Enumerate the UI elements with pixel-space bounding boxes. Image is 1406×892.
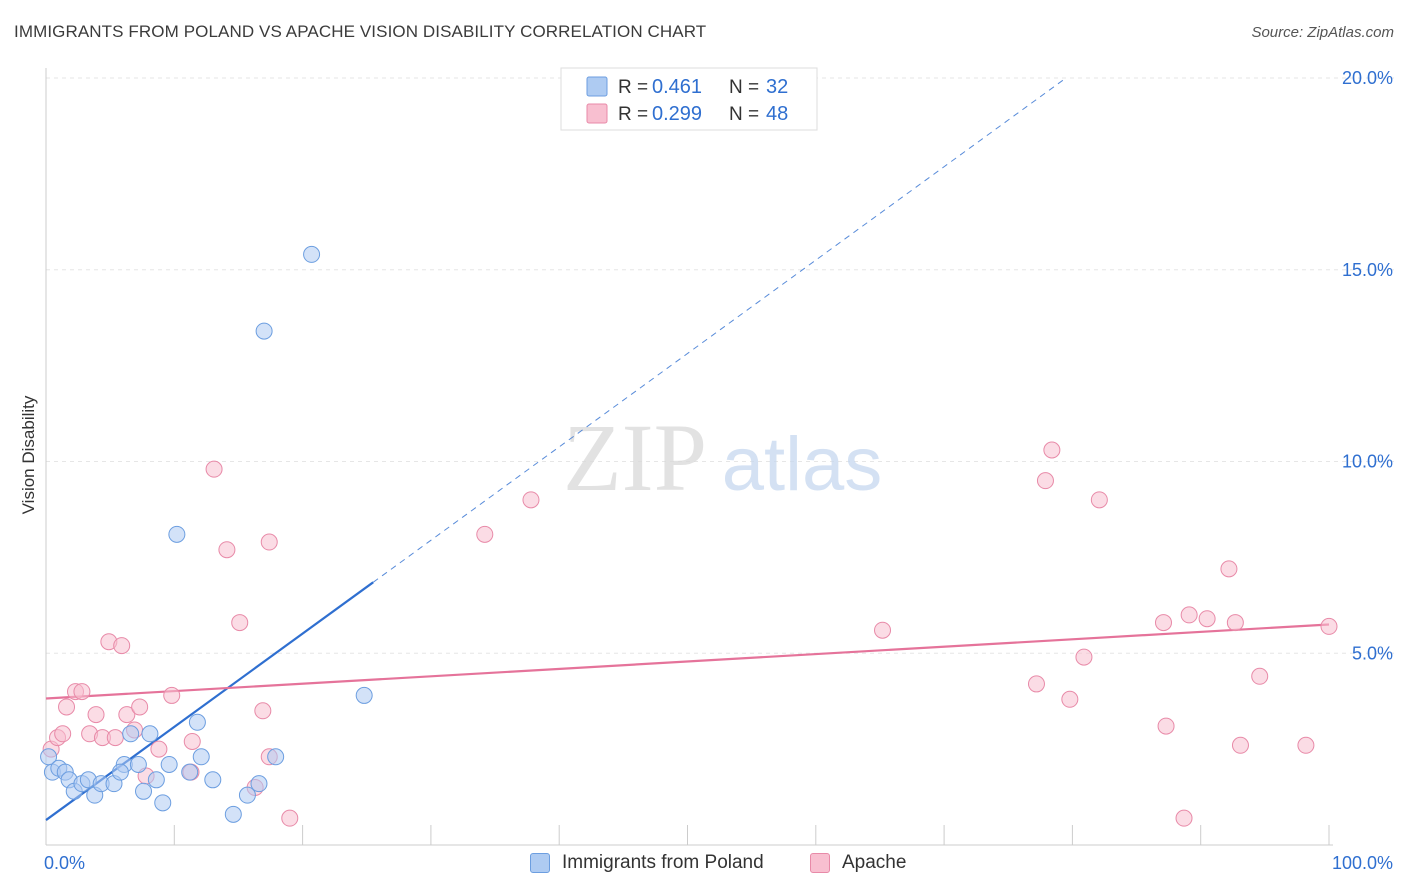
point-apache	[1157, 717, 1175, 735]
point-apache	[874, 621, 892, 639]
gridlines	[46, 77, 1396, 654]
point-apache	[1297, 736, 1315, 754]
point-poland	[238, 786, 256, 804]
chart-title: IMMIGRANTS FROM POLAND VS APACHE VISION …	[14, 22, 707, 41]
point-apache	[150, 740, 168, 758]
legend-top-r-value: 0.461	[652, 76, 702, 98]
point-poland	[129, 755, 147, 773]
point-poland	[255, 322, 273, 340]
y-tick-label: 20.0%	[1342, 68, 1393, 88]
point-poland	[168, 525, 186, 543]
legend-top-r-label: R =	[618, 77, 648, 98]
point-poland	[160, 755, 178, 773]
x-tick-label: 100.0%	[1332, 853, 1393, 873]
y-tick-label: 5.0%	[1352, 643, 1393, 663]
watermark: ZIP atlas	[563, 404, 882, 511]
legend-bottom: Immigrants from Poland Apache	[0, 852, 1406, 878]
point-apache	[1226, 614, 1244, 632]
legend-item-poland[interactable]: Immigrants from Poland	[530, 852, 764, 874]
y-tick-label: 10.0%	[1342, 452, 1393, 472]
legend-top-swatch-poland	[586, 76, 608, 97]
legend-item-apache[interactable]: Apache	[810, 852, 906, 874]
point-apache	[1220, 560, 1238, 578]
point-apache	[113, 637, 131, 655]
point-poland	[122, 725, 140, 743]
point-poland	[224, 805, 242, 823]
point-poland	[250, 775, 268, 793]
point-apache	[73, 683, 91, 701]
legend-top-n-label: N =	[729, 77, 759, 98]
trend-line-apache	[45, 623, 1330, 700]
point-apache	[476, 525, 494, 543]
point-apache	[522, 491, 540, 509]
legend-top-swatch-apache	[586, 103, 608, 124]
y-axis-label: Vision Disability	[19, 395, 38, 514]
legend-swatch-apache	[810, 853, 830, 873]
point-apache	[1043, 441, 1061, 459]
point-apache	[1027, 675, 1045, 693]
point-poland	[147, 771, 165, 789]
point-apache	[254, 702, 272, 720]
point-apache	[54, 725, 72, 743]
point-apache	[281, 809, 299, 827]
point-apache	[118, 706, 136, 724]
legend-top-n-label: N =	[729, 104, 759, 125]
point-apache	[131, 698, 149, 716]
point-apache	[1075, 648, 1093, 666]
point-apache	[58, 698, 76, 716]
y-tick-label: 15.0%	[1342, 260, 1393, 280]
point-apache	[1090, 491, 1108, 509]
point-apache	[87, 706, 105, 724]
point-poland	[355, 686, 373, 704]
x-tick-label: 0.0%	[44, 853, 85, 873]
point-apache	[1198, 610, 1216, 628]
point-apache	[218, 541, 236, 559]
tick-labels: 5.0% 10.0% 15.0% 20.0% 0.0% 100.0%	[44, 68, 1393, 873]
legend-swatch-poland	[530, 853, 550, 873]
point-apache	[1231, 736, 1249, 754]
point-apache	[231, 614, 249, 632]
source-credit: Source: ZipAtlas.com	[1251, 24, 1394, 41]
point-poland	[303, 245, 321, 263]
point-poland	[135, 782, 153, 800]
axes	[45, 68, 1333, 846]
legend-top-n-value: 32	[766, 76, 788, 98]
legend-label-apache: Apache	[842, 852, 907, 873]
point-apache	[1251, 667, 1269, 685]
legend-top-n-value: 48	[766, 103, 788, 125]
legend-top: R = 0.461 N = 32 R = 0.299 N = 48	[560, 67, 818, 131]
point-poland	[154, 794, 172, 812]
legend-top-r-value: 0.299	[652, 103, 702, 125]
legend-label-poland: Immigrants from Poland	[562, 852, 764, 873]
point-apache	[106, 729, 124, 747]
point-poland	[204, 771, 222, 789]
point-apache	[163, 686, 181, 704]
point-poland	[111, 763, 129, 781]
legend-top-r-label: R =	[618, 104, 648, 125]
data-points	[40, 245, 1338, 827]
point-apache	[1320, 617, 1338, 635]
watermark-atlas: atlas	[722, 422, 883, 507]
point-poland	[267, 748, 285, 766]
point-apache	[1036, 472, 1054, 490]
point-poland	[181, 763, 199, 781]
point-apache	[205, 460, 223, 478]
point-poland	[192, 748, 210, 766]
point-apache	[1175, 809, 1193, 827]
trend-line-poland-extension	[372, 77, 1067, 583]
point-poland	[188, 713, 206, 731]
point-poland	[141, 725, 159, 743]
watermark-zip: ZIP	[563, 404, 707, 511]
point-apache	[1180, 606, 1198, 624]
point-apache	[183, 732, 201, 750]
point-apache	[260, 533, 278, 551]
point-apache	[1061, 690, 1079, 708]
point-apache	[1154, 614, 1172, 632]
